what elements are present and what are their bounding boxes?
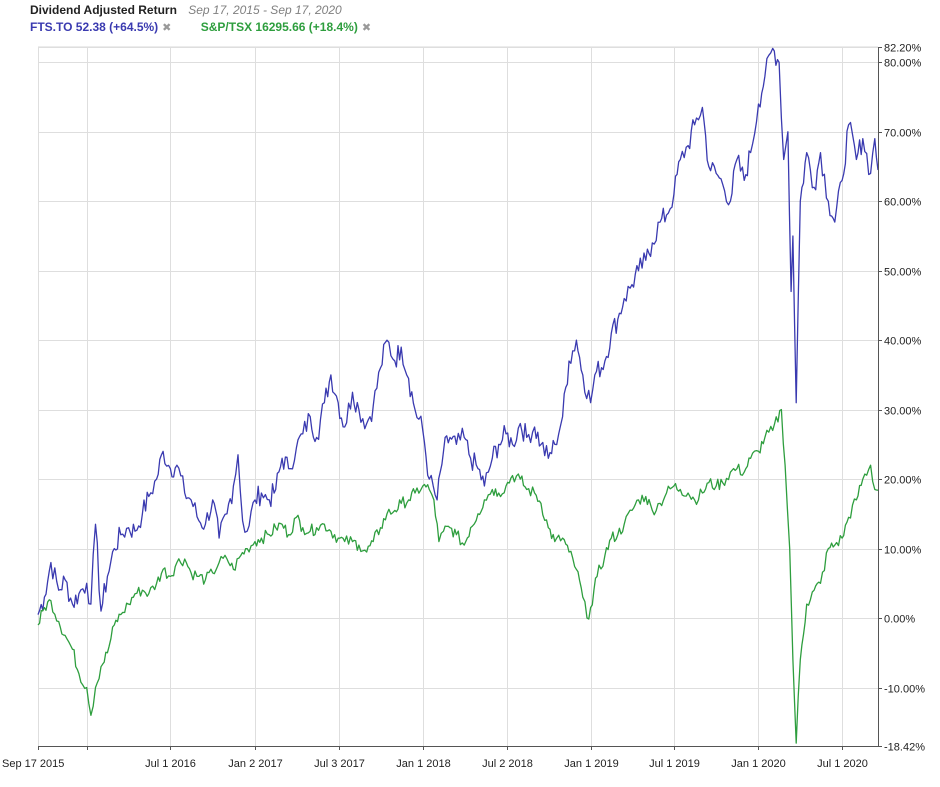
close-icon[interactable]: ✖ (361, 22, 372, 34)
y-tick-label: 40.00% (884, 336, 922, 348)
axes: 82.20% 80.00% 70.00% 60.00% 50.00% 40.00% 30.0… (2, 43, 925, 771)
series-line-fts (37, 47, 879, 615)
x-tick-label: Jul 2 2018 (482, 758, 533, 770)
legend-label-tsx: S&P/TSX 16295.66 (+18.4%) (200, 20, 358, 34)
legend-item-fts[interactable]: FTS.TO 52.38 (+64.5%) ✖ (30, 19, 171, 37)
y-tick-label: 20.00% (884, 475, 922, 487)
y-tick-label: 10.00% (884, 545, 922, 557)
x-tick-label: Jul 1 2020 (817, 758, 868, 770)
date-range: Sep 17, 2015 - Sep 17, 2020 (188, 3, 342, 17)
y-tick-label: 0.00% (884, 614, 915, 626)
x-tick-label: Jan 2 2017 (228, 758, 282, 770)
y-tick-label: -10.00% (884, 684, 925, 696)
y-tick-label: 50.00% (884, 267, 922, 279)
x-tick-label: Jul 1 2016 (145, 758, 196, 770)
y-tick-label: -18.42% (884, 742, 925, 754)
y-tick-label: 30.00% (884, 406, 922, 418)
legend-item-tsx[interactable]: S&P/TSX 16295.66 (+18.4%) ✖ (201, 19, 371, 37)
x-tick-label: Jan 1 2018 (396, 758, 450, 770)
y-tick-label: 70.00% (884, 128, 922, 140)
chart-title: Dividend Adjusted Return (30, 3, 177, 17)
y-tick-label: 60.00% (884, 197, 922, 209)
x-tick-label: Jul 1 2019 (649, 758, 700, 770)
y-tick-label: 82.20% (884, 43, 922, 55)
grid (38, 46, 878, 747)
series-line-tsx (37, 408, 879, 744)
close-icon[interactable]: ✖ (162, 22, 172, 34)
x-tick-label: Jan 1 2019 (564, 758, 618, 770)
x-tick-label: Jul 3 2017 (314, 758, 365, 770)
chart-legend: Dividend Adjusted Return Sep 17, 2015 - … (30, 2, 397, 37)
x-tick-label: Jan 1 2020 (731, 758, 785, 770)
legend-label-fts: FTS.TO 52.38 (+64.5%) (30, 20, 159, 34)
x-tick-label: Sep 17 2015 (2, 758, 64, 770)
y-tick-label: 80.00% (884, 58, 922, 70)
series-lines (37, 47, 879, 744)
